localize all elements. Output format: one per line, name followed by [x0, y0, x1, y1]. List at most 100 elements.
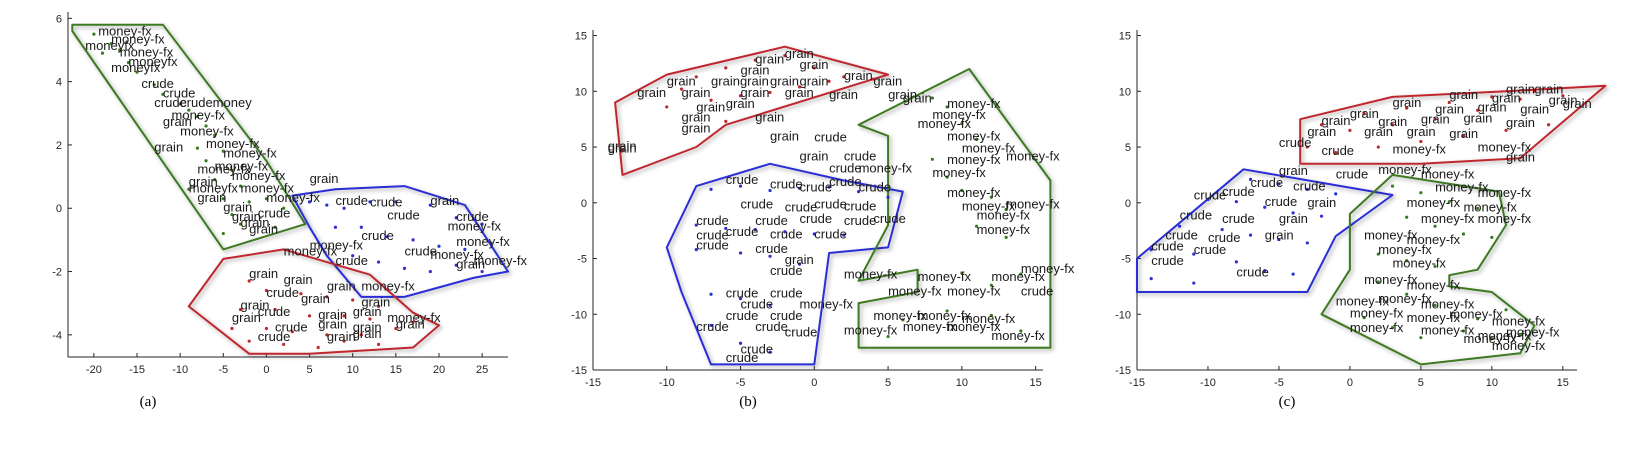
x-tick-label: 5 [1418, 377, 1424, 389]
point-money-fx [135, 70, 139, 74]
point-crude [1291, 272, 1295, 276]
point-crude [1291, 211, 1295, 215]
word-label: grain [1506, 150, 1535, 165]
word-label: money-fx [991, 328, 1045, 343]
word-label: money-fx [1463, 200, 1517, 215]
word-label: grain [154, 139, 183, 154]
point-grain [238, 307, 243, 312]
word-label: grain [800, 57, 829, 72]
x-tick-label: 0 [1347, 377, 1353, 389]
point-money-fx [1419, 191, 1423, 195]
word-label: money-fx [844, 322, 898, 337]
x-tick-label: -10 [659, 377, 675, 389]
word-label: crude [770, 286, 803, 301]
word-label: grain [770, 74, 799, 89]
point-crude [1220, 227, 1224, 232]
word-label: money-fx [1364, 228, 1418, 243]
point-crude [768, 254, 772, 258]
word-label: crude [1236, 264, 1269, 279]
word-label: crude [1151, 239, 1184, 254]
y-tick-label: 6 [56, 13, 62, 25]
word-label: crude [741, 341, 774, 356]
point-crude [1248, 177, 1253, 181]
word-label: money-fx [918, 308, 972, 323]
point-grain [812, 66, 816, 70]
hull-grain [187, 248, 440, 355]
x-tick-label: -20 [86, 364, 102, 376]
x-tick-label: -5 [1274, 377, 1284, 389]
point-crude [463, 247, 467, 251]
word-label: grain [637, 85, 666, 100]
y-tick-label: 0 [1125, 198, 1131, 210]
word-label: crude [800, 211, 833, 226]
point-money-fx [930, 157, 934, 161]
x-tick-label: 25 [476, 364, 488, 376]
point-money-fx [213, 133, 217, 138]
word-label: moneyfx [111, 60, 161, 75]
point-money-fx [187, 187, 191, 191]
point-grain [1419, 139, 1423, 144]
series-money-fx [1362, 184, 1522, 341]
point-crude [753, 227, 757, 232]
word-label: crude [258, 304, 291, 319]
point-money-fx [230, 212, 234, 217]
x-tick-label: -10 [1200, 377, 1216, 389]
word-label: grain [396, 317, 425, 332]
point-money-fx [247, 200, 251, 204]
x-tick-label: 20 [433, 364, 445, 376]
word-label: crude [755, 241, 788, 256]
point-money-fx [1004, 235, 1008, 239]
word-label: grain [755, 51, 784, 66]
point-crude [709, 187, 713, 192]
word-label: grain [327, 329, 356, 344]
word-label: crude [1165, 228, 1198, 243]
point-crude [489, 241, 493, 245]
point-crude [376, 260, 381, 264]
point-crude [359, 225, 363, 229]
word-label: money-fx [947, 128, 1001, 143]
point-money-fx [945, 309, 949, 313]
y-tick-label: 2 [56, 140, 62, 152]
point-crude [738, 297, 743, 301]
axes: -15 -10 -5 0 5 10 15 -15 -10 -5 0 5 10 15 [571, 30, 1043, 389]
point-crude [738, 251, 743, 255]
word-label: grain [241, 215, 270, 230]
word-label: grain [1520, 102, 1549, 117]
word-label: crude [387, 207, 420, 222]
word-label: crude [696, 319, 729, 334]
word-label: grain [800, 148, 829, 163]
point-crude [1305, 187, 1309, 192]
hull-grain [1299, 84, 1607, 165]
point-grain [620, 148, 625, 152]
word-label: money-fx [947, 152, 1001, 167]
word-label: money-fx [1407, 195, 1461, 210]
point-grain [1461, 134, 1466, 138]
point-crude [351, 254, 355, 258]
word-label: grain [318, 317, 347, 332]
point-money-fx [1376, 280, 1380, 284]
word-label: grain [318, 307, 347, 322]
point-money-fx [945, 105, 949, 109]
word-label: crude [726, 224, 759, 239]
point-money-fx [238, 222, 243, 226]
word-label: grain [197, 190, 226, 205]
word-label: crude [873, 211, 906, 226]
word-label: money-fx [120, 44, 174, 59]
point-money-fx [1405, 215, 1409, 219]
point-grain [264, 288, 269, 293]
point-crude [454, 263, 458, 267]
point-money-fx [1019, 329, 1023, 333]
x-tick-label: -10 [172, 364, 188, 376]
point-money-fx [975, 224, 979, 228]
point-crude [1234, 260, 1238, 264]
word-label: money-fx [1378, 242, 1432, 257]
word-label: money-fx [1478, 140, 1532, 155]
word-label: money-fx [1421, 166, 1475, 181]
word-label: grain [770, 128, 799, 143]
point-grain [1390, 123, 1395, 127]
point-grain [783, 54, 787, 58]
point-crude [394, 200, 398, 204]
